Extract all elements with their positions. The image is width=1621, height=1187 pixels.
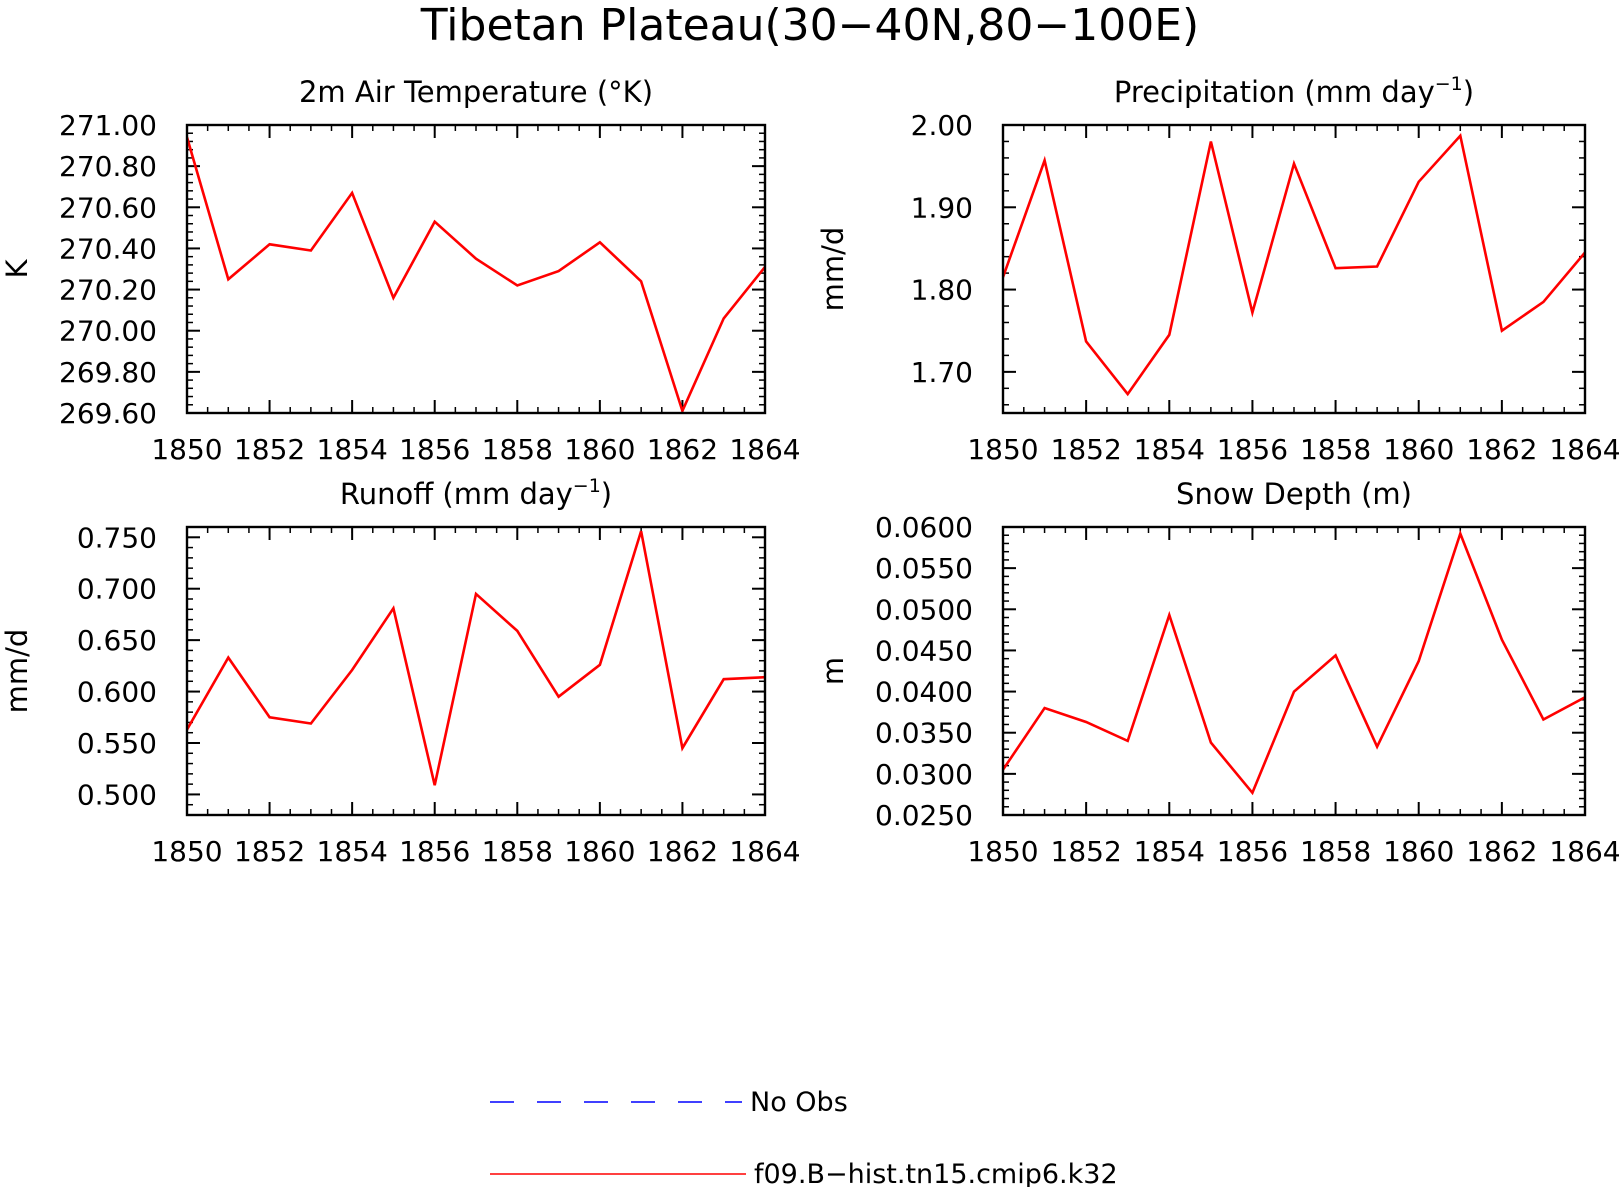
air-temperature-title: 2m Air Temperature (°K)	[299, 75, 653, 109]
runoff-x-tick-label: 1862	[647, 835, 718, 868]
air-temperature-y-tick-label: 269.60	[59, 397, 157, 430]
air-temperature-y-tick-label: 270.20	[59, 274, 157, 307]
snow-depth-y-tick-label: 0.0250	[875, 799, 973, 832]
precipitation-x-tick-label: 1864	[1549, 433, 1620, 466]
precipitation-ylabel: mm/d	[816, 227, 850, 312]
air-temperature-x-tick-label: 1864	[729, 433, 800, 466]
runoff-title: Runoff (mm day−1)	[340, 475, 612, 511]
snow-depth-title-text: Snow Depth (m)	[1176, 477, 1412, 511]
runoff-x-tick-label: 1852	[234, 835, 305, 868]
snow-depth-y-tick-label: 0.0350	[875, 717, 973, 750]
snow-depth-y-tick-label: 0.0450	[875, 634, 973, 667]
snow-depth-x-tick-label: 1854	[1134, 835, 1205, 868]
precipitation-x-tick-label: 1856	[1217, 433, 1288, 466]
snow-depth-x-tick-label: 1858	[1300, 835, 1371, 868]
runoff-ylabel: mm/d	[0, 629, 34, 714]
runoff-x-tick-label: 1860	[564, 835, 635, 868]
legend-label-model: f09.B−hist.tn15.cmip6.k32	[754, 1159, 1118, 1187]
runoff-x-tick-label: 1850	[151, 835, 222, 868]
snow-depth-x-tick-label: 1850	[967, 835, 1038, 868]
air-temperature-x-tick-label: 1860	[564, 433, 635, 466]
air-temperature-y-tick-label: 270.00	[59, 315, 157, 348]
air-temperature-x-tick-label: 1850	[151, 433, 222, 466]
precipitation-x-tick-label: 1854	[1134, 433, 1205, 466]
precipitation-panel: Precipitation (mm day−1) mm/d 1850 1852 1854…	[816, 73, 1621, 466]
runoff-y-tick-label: 0.700	[77, 573, 157, 606]
snow-depth-x-tick-label: 1860	[1383, 835, 1454, 868]
air-temperature-y-tick-label: 271.00	[59, 109, 157, 142]
precipitation-title-superscript: −1	[1435, 73, 1463, 95]
legend: No Obs f09.B−hist.tn15.cmip6.k32	[490, 1087, 1118, 1187]
precipitation-y-tick-label: 2.00	[911, 109, 973, 142]
precipitation-title: Precipitation (mm day−1)	[1114, 73, 1474, 109]
runoff-title-superscript: −1	[573, 475, 601, 497]
runoff-y-tick-label: 0.550	[77, 727, 157, 760]
runoff-x-tick-label: 1854	[317, 835, 388, 868]
precipitation-plot-frame	[1001, 123, 1587, 415]
runoff-series-line	[187, 530, 765, 786]
air-temperature-panel: 2m Air Temperature (°K) K 1850 1852 1854 1856…	[0, 75, 801, 466]
air-temperature-plot-frame	[185, 123, 767, 415]
precipitation-y-tick-label: 1.70	[911, 356, 973, 389]
snow-depth-y-tick-label: 0.0300	[875, 758, 973, 791]
snow-depth-x-tick-label: 1862	[1466, 835, 1537, 868]
runoff-y-tick-label: 0.500	[77, 778, 157, 811]
air-temperature-series-line	[187, 136, 765, 413]
precipitation-x-tick-label: 1860	[1383, 433, 1454, 466]
runoff-x-tick-label: 1864	[729, 835, 800, 868]
snow-depth-y-tick-label: 0.0500	[875, 593, 973, 626]
precipitation-series-line	[1003, 132, 1585, 397]
precipitation-y-tick-label: 1.80	[911, 274, 973, 307]
runoff-y-tick-label: 0.750	[77, 521, 157, 554]
snow-depth-x-tick-label: 1864	[1549, 835, 1620, 868]
air-temperature-y-tick-label: 269.80	[59, 356, 157, 389]
precipitation-x-tick-label: 1850	[967, 433, 1038, 466]
legend-label-no-obs: No Obs	[750, 1087, 848, 1118]
runoff-y-tick-label: 0.650	[77, 624, 157, 657]
air-temperature-x-tick-label: 1852	[234, 433, 305, 466]
runoff-x-tick-label: 1858	[482, 835, 553, 868]
precipitation-x-tick-label: 1862	[1466, 433, 1537, 466]
snow-depth-x-tick-label: 1856	[1217, 835, 1288, 868]
air-temperature-x-tick-label: 1856	[399, 433, 470, 466]
runoff-y-tick-label: 0.600	[77, 676, 157, 709]
snow-depth-title: Snow Depth (m)	[1176, 477, 1412, 511]
runoff-title-tail: )	[601, 477, 612, 511]
runoff-panel: Runoff (mm day−1) mm/d 1850 1852 1854 1856 185…	[0, 475, 801, 868]
snow-depth-y-tick-label: 0.0550	[875, 552, 973, 585]
precipitation-y-tick-label: 1.90	[911, 191, 973, 224]
snow-depth-y-tick-label: 0.0400	[875, 676, 973, 709]
precipitation-x-tick-label: 1852	[1051, 433, 1122, 466]
precipitation-x-tick-label: 1858	[1300, 433, 1371, 466]
snow-depth-ylabel: m	[816, 657, 850, 685]
air-temperature-x-tick-label: 1854	[317, 433, 388, 466]
air-temperature-x-tick-label: 1858	[482, 433, 553, 466]
precipitation-title-tail: )	[1463, 75, 1474, 109]
snow-depth-y-tick-label: 0.0600	[875, 511, 973, 544]
air-temperature-y-tick-label: 270.40	[59, 232, 157, 265]
runoff-x-tick-label: 1856	[399, 835, 470, 868]
snow-depth-x-tick-label: 1852	[1051, 835, 1122, 868]
runoff-plot-frame	[185, 525, 767, 817]
precipitation-title-text: Precipitation (mm day	[1114, 75, 1435, 109]
air-temperature-y-tick-label: 270.80	[59, 150, 157, 183]
air-temperature-x-tick-label: 1862	[647, 433, 718, 466]
snow-depth-plot-frame	[1001, 525, 1587, 817]
figure-title: Tibetan Plateau(30−40N,80−100E)	[420, 0, 1199, 51]
snow-depth-panel: Snow Depth (m) m 1850 1852 1854 1856 1858 1860 1…	[816, 477, 1621, 868]
air-temperature-title-text: 2m Air Temperature (°K)	[299, 75, 653, 109]
air-temperature-y-tick-label: 270.60	[59, 191, 157, 224]
air-temperature-ylabel: K	[0, 259, 34, 279]
runoff-title-text: Runoff (mm day	[340, 477, 573, 511]
snow-depth-series-line	[1003, 529, 1585, 796]
